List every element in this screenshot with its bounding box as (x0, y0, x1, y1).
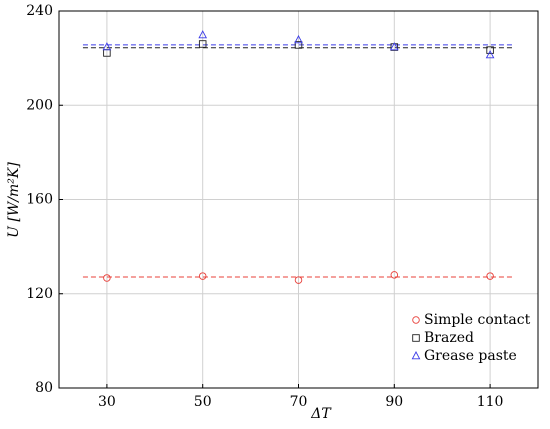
y-tick-label: 200 (26, 97, 53, 113)
marker (294, 41, 303, 49)
x-tick-label: 90 (385, 394, 403, 410)
x-tick-label: 50 (194, 394, 212, 410)
y-tick-label: 240 (26, 3, 53, 19)
marker (486, 46, 494, 54)
legend-marker (412, 316, 420, 324)
marker (103, 274, 111, 282)
legend-marker (411, 351, 421, 360)
legend-label: Grease paste (424, 348, 517, 364)
legend-label: Simple contact (424, 312, 531, 328)
marker (485, 50, 495, 59)
x-tick-label: 70 (290, 394, 308, 410)
marker (102, 42, 112, 51)
marker (198, 30, 208, 39)
plot-frame (58, 10, 539, 389)
marker (390, 271, 399, 279)
x-tick-label: 110 (477, 394, 504, 410)
marker (294, 276, 303, 284)
marker (198, 272, 207, 280)
marker (198, 40, 207, 48)
legend-marker (412, 334, 420, 342)
legend-label: Brazed (424, 330, 474, 346)
x-axis-label: ΔT (310, 406, 332, 422)
marker (294, 35, 303, 44)
y-axis-label: U [W/m²K] (6, 162, 22, 238)
marker (389, 42, 399, 51)
x-tick-label: 30 (98, 394, 116, 410)
marker (486, 272, 494, 280)
y-tick-label: 80 (35, 380, 53, 396)
y-tick-label: 160 (26, 192, 53, 208)
y-tick-label: 120 (26, 286, 53, 302)
